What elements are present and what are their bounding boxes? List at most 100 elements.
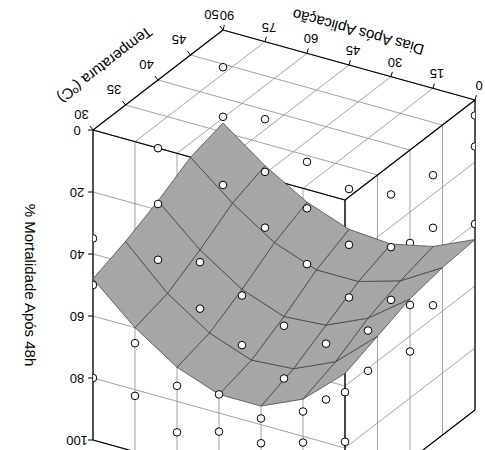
data-point	[303, 205, 311, 213]
y-tick-label: 60	[304, 31, 318, 46]
data-point	[341, 438, 349, 446]
y-tick	[475, 95, 476, 100]
data-point	[280, 322, 288, 330]
x-tick	[187, 51, 190, 55]
frame-edge	[345, 410, 475, 450]
data-point	[89, 374, 97, 382]
frame-edge	[223, 30, 475, 100]
y-tick-label: 30	[388, 55, 402, 70]
y-tick-label: 15	[430, 66, 444, 81]
data-point	[429, 302, 437, 310]
wall-grid-line	[345, 100, 475, 200]
wall-grid-line	[410, 150, 411, 450]
data-point	[299, 408, 307, 416]
y-tick	[307, 49, 308, 54]
marks	[89, 63, 479, 447]
data-point	[345, 294, 353, 302]
floor-grid-line	[345, 100, 475, 200]
y-tick	[433, 84, 434, 89]
data-point	[364, 367, 372, 375]
wall-grid-line	[345, 410, 475, 450]
z-axis-title: % Mortalidade Após 48h	[22, 204, 39, 367]
wall-grid-line	[345, 348, 475, 448]
floor-grid-line	[135, 42, 265, 142]
data-point	[154, 200, 162, 208]
data-point	[341, 388, 349, 396]
y-tick-label: 75	[262, 20, 276, 35]
x-tick	[122, 101, 125, 105]
surface-patch	[191, 123, 266, 203]
data-point	[196, 305, 204, 313]
data-point	[429, 224, 437, 232]
grid	[93, 30, 475, 450]
data-point	[154, 256, 162, 264]
points-behind	[89, 63, 479, 382]
z-tick-label: 40	[70, 247, 84, 262]
wall-grid-line	[442, 125, 443, 435]
data-point	[173, 382, 181, 390]
data-point	[219, 63, 227, 71]
y-tick	[265, 37, 266, 42]
data-point	[345, 185, 353, 193]
z-tick-label: 80	[70, 371, 84, 386]
floor-grid-line	[223, 30, 475, 100]
data-point	[196, 258, 204, 266]
data-point	[131, 392, 139, 400]
y-tick-label: 45	[346, 43, 360, 58]
data-point	[345, 241, 353, 249]
data-point	[429, 171, 437, 179]
x-tick-label: 35	[107, 82, 121, 97]
data-point	[387, 243, 395, 251]
data-point	[364, 327, 372, 335]
data-point	[173, 429, 181, 437]
data-point	[471, 220, 479, 228]
y-tick-label: 90	[220, 8, 234, 23]
z-tick-label: 100	[66, 433, 88, 448]
data-point	[303, 158, 311, 166]
x-axis-title: Temperatura (ºC)	[55, 23, 156, 106]
data-point	[299, 439, 307, 447]
surface	[93, 123, 475, 406]
x-tick	[155, 76, 158, 80]
data-point	[406, 301, 414, 309]
axes: 0 20 40 60 80 100 30 35 40 45 50 Temperatura (ºC) 0 1…	[22, 6, 483, 448]
z-tick-label: 60	[70, 309, 84, 324]
background	[0, 0, 485, 450]
z-tick	[88, 192, 93, 193]
z-tick	[88, 378, 93, 379]
points-front	[89, 168, 437, 447]
data-point	[238, 292, 246, 300]
frame-edge	[93, 30, 223, 130]
data-point	[261, 115, 269, 123]
data-point	[89, 235, 97, 243]
floor-grid-line	[303, 88, 433, 188]
data-point	[215, 428, 223, 436]
data-point	[471, 143, 479, 151]
x-tick-label: 30	[74, 107, 88, 122]
data-point	[322, 396, 330, 404]
data-point	[303, 260, 311, 268]
y-tick-label: 0	[475, 78, 482, 93]
data-point	[154, 144, 162, 152]
frame-edge	[345, 100, 475, 200]
y-axis-title: Dias Após Aplicação	[290, 6, 426, 59]
data-point	[261, 168, 269, 176]
z-tick-label: 20	[70, 185, 84, 200]
floor-grid-line	[177, 53, 307, 153]
data-point	[471, 112, 479, 120]
floor-grid-line	[261, 77, 391, 177]
data-point	[257, 439, 265, 447]
z-tick-label: 0	[73, 123, 80, 138]
data-point	[406, 348, 414, 356]
x-tick-label: 50	[204, 7, 218, 22]
data-point	[219, 113, 227, 121]
z-tick	[88, 254, 93, 255]
data-point	[280, 375, 288, 383]
data-point	[322, 340, 330, 348]
x-tick	[220, 26, 223, 30]
floor-grid-line	[93, 30, 223, 130]
x-tick-label: 40	[139, 57, 153, 72]
data-point	[387, 296, 395, 304]
y-tick	[391, 72, 392, 77]
frame	[93, 30, 475, 450]
